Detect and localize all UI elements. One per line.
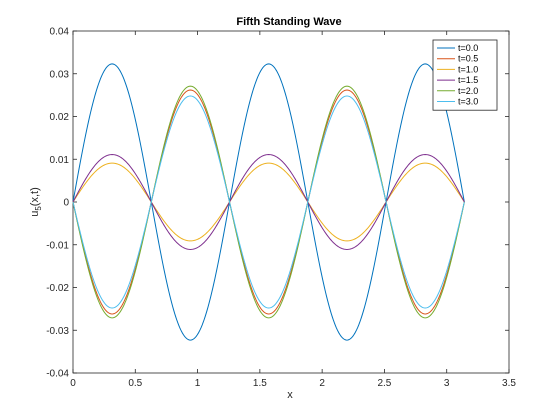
y-tick-label: -0.04 bbox=[46, 369, 69, 380]
legend-entry: t=2.0 bbox=[458, 86, 478, 96]
y-axis-label: u5(x,t) bbox=[29, 187, 43, 217]
legend-entry: t=0.5 bbox=[458, 54, 478, 64]
series-line bbox=[72, 162, 465, 242]
y-tick-label: 0.02 bbox=[50, 112, 70, 123]
y-axis: -0.04 -0.03 -0.02 -0.01 0 0.01 0.02 0.03 0.04 bbox=[46, 27, 509, 380]
y-tick-label: 0.04 bbox=[50, 27, 70, 38]
series-line bbox=[72, 95, 465, 309]
y-tick-label: -0.01 bbox=[46, 240, 69, 251]
y-tick-label: 0 bbox=[63, 198, 69, 209]
series-line bbox=[72, 85, 465, 319]
y-tick-label: 0.03 bbox=[50, 69, 70, 80]
legend-entry: t=3.0 bbox=[458, 97, 478, 107]
y-tick-label: -0.02 bbox=[46, 283, 69, 294]
x-tick-label: 0 bbox=[70, 378, 76, 389]
y-axis-label-subscript: 5 bbox=[34, 206, 43, 211]
x-tick-label: 3.5 bbox=[502, 378, 516, 389]
x-tick-label: 3 bbox=[444, 378, 450, 389]
series-line bbox=[72, 63, 465, 341]
y-tick-label: -0.03 bbox=[46, 326, 69, 337]
x-axis: 0 0.5 1 1.5 2 2.5 3 3.5 bbox=[70, 31, 516, 389]
series-lines bbox=[72, 63, 465, 341]
legend-entry: t=0.0 bbox=[458, 43, 478, 53]
x-tick-label: 1 bbox=[195, 378, 201, 389]
chart-title: Fifth Standing Wave bbox=[236, 16, 341, 28]
x-tick-label: 2 bbox=[319, 378, 325, 389]
legend: t=0.0t=0.5t=1.0t=1.5t=2.0t=3.0 bbox=[432, 39, 498, 111]
x-tick-label: 2.5 bbox=[377, 378, 391, 389]
y-axis-label-main: u bbox=[29, 211, 41, 217]
legend-box bbox=[432, 39, 498, 111]
x-axis-label: x bbox=[287, 389, 293, 401]
x-tick-label: 1.5 bbox=[253, 378, 267, 389]
y-tick-label: 0.01 bbox=[50, 155, 70, 166]
y-axis-label-rest: (x,t) bbox=[29, 187, 41, 206]
legend-entry: t=1.0 bbox=[458, 64, 478, 74]
x-tick-label: 0.5 bbox=[128, 378, 142, 389]
series-line bbox=[72, 154, 465, 250]
legend-entry: t=1.5 bbox=[458, 75, 478, 85]
